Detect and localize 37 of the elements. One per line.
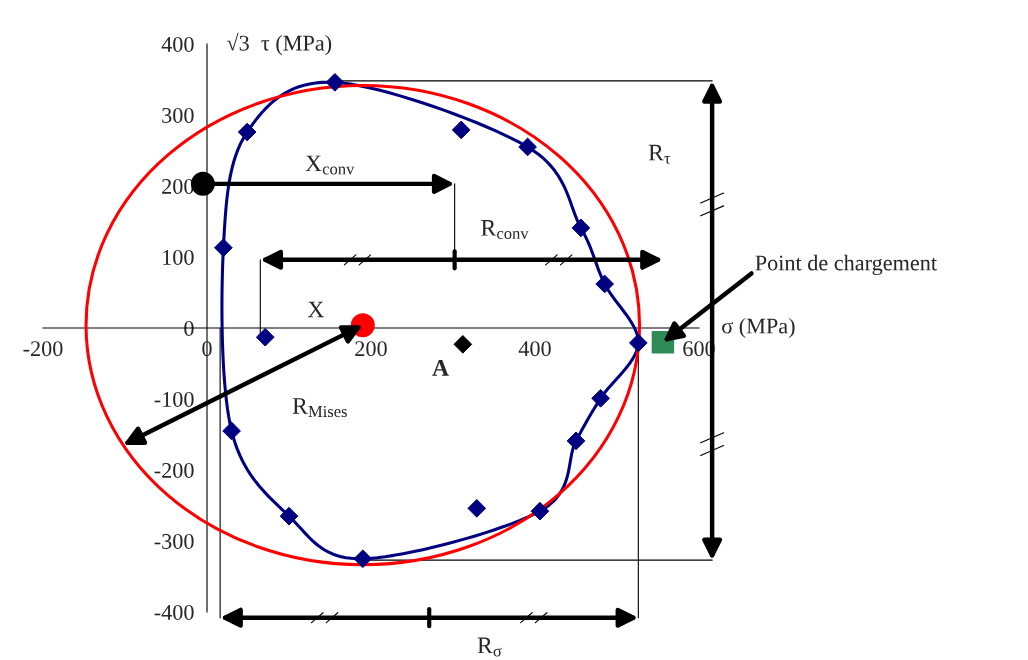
x-axis-title: σ (MPa) [722, 317, 795, 339]
point [222, 421, 241, 441]
annotation: R$_{τ}$ [648, 144, 671, 164]
point [518, 137, 537, 157]
annotation: X [307, 301, 324, 318]
point [595, 274, 615, 294]
point [530, 501, 550, 521]
y-tick-label: -400 [154, 604, 194, 620]
point [467, 499, 487, 518]
point [237, 122, 257, 142]
y-axis-title: √3 τ (MPa) [227, 32, 332, 56]
x-tick-label: 200 [355, 341, 387, 357]
text: R$_{σ}$ [477, 637, 502, 657]
y-tick-label: -300 [154, 533, 194, 549]
point [325, 73, 345, 92]
point [214, 238, 233, 258]
y-tick-label: 300 [162, 107, 194, 123]
y-tick-label: 100 [163, 249, 194, 265]
y-tick-label: 400 [161, 36, 194, 52]
annotation: R$_{conv}$ [481, 220, 529, 239]
x-tick-label: 400 [518, 341, 551, 357]
annotation: Point de chargement [755, 254, 937, 276]
point [591, 388, 610, 408]
y-tick-label: -200 [154, 462, 194, 478]
point [279, 506, 299, 526]
y-tick-label: -100 [154, 391, 194, 407]
point [628, 333, 648, 353]
annotation: X$_{conv}$ [305, 155, 355, 175]
point [451, 120, 471, 140]
point [255, 327, 275, 347]
point [571, 218, 591, 238]
annotation: A [432, 360, 449, 376]
point [353, 549, 373, 569]
annotation: R$_{Mises}$ [292, 398, 347, 418]
point [566, 431, 586, 451]
x-tick-label: -200 [23, 341, 63, 357]
point [453, 334, 473, 354]
